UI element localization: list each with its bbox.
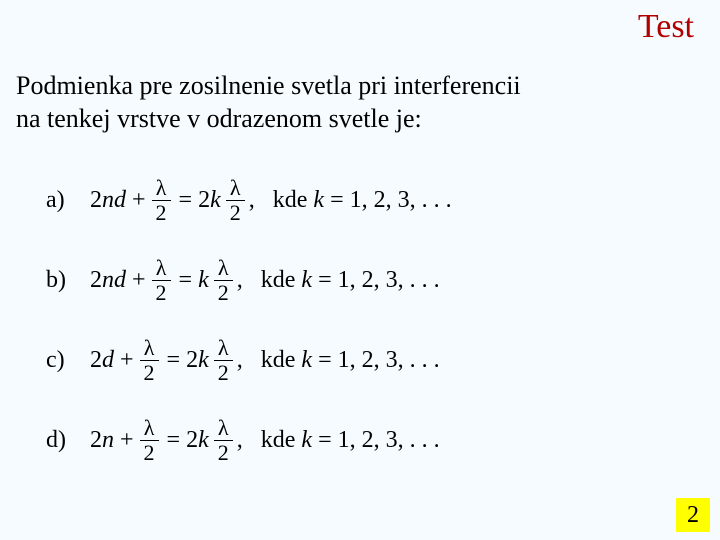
frac-lambda-2: λ2 [140, 337, 159, 384]
k-vals: = 1, 2, 3, . . . [312, 427, 440, 453]
equals-sign: = [179, 267, 193, 294]
question-text: Podmienka pre zosilnenie svetla pri inte… [16, 70, 700, 135]
den-2-r: 2 [214, 440, 233, 464]
lambda-r: λ [226, 177, 245, 200]
plus-sign: + [120, 347, 134, 374]
comma: , [237, 267, 243, 294]
frac-lambda-2-r: λ2 [214, 417, 233, 464]
plus-sign: + [120, 427, 134, 454]
kde-text: kde [273, 187, 308, 213]
option-b-label: b) [46, 267, 90, 294]
lambda: λ [152, 177, 171, 200]
lambda-r: λ [214, 257, 233, 280]
den-2-r: 2 [214, 360, 233, 384]
den-2: 2 [152, 280, 171, 304]
option-c: c) 2d + λ2 = 2k λ2 , kde k = 1, 2, 3, . … [46, 320, 452, 400]
k-var: k [301, 427, 312, 453]
option-a-label: a) [46, 187, 90, 214]
option-c-label: c) [46, 347, 90, 374]
kde-text: kde [261, 427, 296, 453]
lambda-r: λ [214, 337, 233, 360]
equals-sign: = [167, 427, 181, 454]
k-var: k [313, 187, 324, 213]
lambda: λ [140, 417, 159, 440]
frac-lambda-2: λ2 [140, 417, 159, 464]
den-2: 2 [140, 360, 159, 384]
den-2-r: 2 [226, 200, 245, 224]
option-a: a) 2nd + λ2 = 2k λ2 , kde k = 1, 2, 3, .… [46, 160, 452, 240]
frac-lambda-2: λ2 [152, 177, 171, 224]
equals-sign: = [167, 347, 181, 374]
num-2: 2 [90, 427, 102, 454]
option-b-equation: 2nd + λ2 = k λ2 , kde k = 1, 2, 3, . . . [90, 257, 440, 304]
frac-lambda-2-r: λ2 [214, 337, 233, 384]
option-a-equation: 2nd + λ2 = 2k λ2 , kde k = 1, 2, 3, . . … [90, 177, 452, 224]
k-vals: = 1, 2, 3, . . . [312, 267, 440, 293]
den-2-r: 2 [214, 280, 233, 304]
comma: , [249, 187, 255, 214]
comma: , [237, 347, 243, 374]
options-list: a) 2nd + λ2 = 2k λ2 , kde k = 1, 2, 3, .… [46, 160, 452, 480]
num-2: 2 [90, 187, 102, 214]
option-d-label: d) [46, 427, 90, 454]
frac-lambda-2-r: λ2 [226, 177, 245, 224]
option-c-equation: 2d + λ2 = 2k λ2 , kde k = 1, 2, 3, . . . [90, 337, 440, 384]
kde-text: kde [261, 347, 296, 373]
option-b: b) 2nd + λ2 = k λ2 , kde k = 1, 2, 3, . … [46, 240, 452, 320]
num-2: 2 [90, 267, 102, 294]
k-var: k [301, 347, 312, 373]
lambda-r: λ [214, 417, 233, 440]
den-2: 2 [152, 200, 171, 224]
k-vals: = 1, 2, 3, . . . [324, 187, 452, 213]
num-2: 2 [90, 347, 102, 374]
plus-sign: + [132, 267, 146, 294]
k-vals: = 1, 2, 3, . . . [312, 347, 440, 373]
frac-lambda-2: λ2 [152, 257, 171, 304]
question-line-2: na tenkej vrstve v odrazenom svetle je: [16, 104, 422, 133]
option-d-equation: 2n + λ2 = 2k λ2 , kde k = 1, 2, 3, . . . [90, 417, 440, 464]
k-var: k [301, 267, 312, 293]
comma: , [237, 427, 243, 454]
lambda: λ [152, 257, 171, 280]
question-line-1: Podmienka pre zosilnenie svetla pri inte… [16, 71, 521, 100]
plus-sign: + [132, 187, 146, 214]
lambda: λ [140, 337, 159, 360]
frac-lambda-2-r: λ2 [214, 257, 233, 304]
kde-text: kde [261, 267, 296, 293]
page-number: 2 [676, 498, 710, 532]
page-title: Test [638, 8, 694, 46]
option-d: d) 2n + λ2 = 2k λ2 , kde k = 1, 2, 3, . … [46, 400, 452, 480]
den-2: 2 [140, 440, 159, 464]
equals-sign: = [179, 187, 193, 214]
